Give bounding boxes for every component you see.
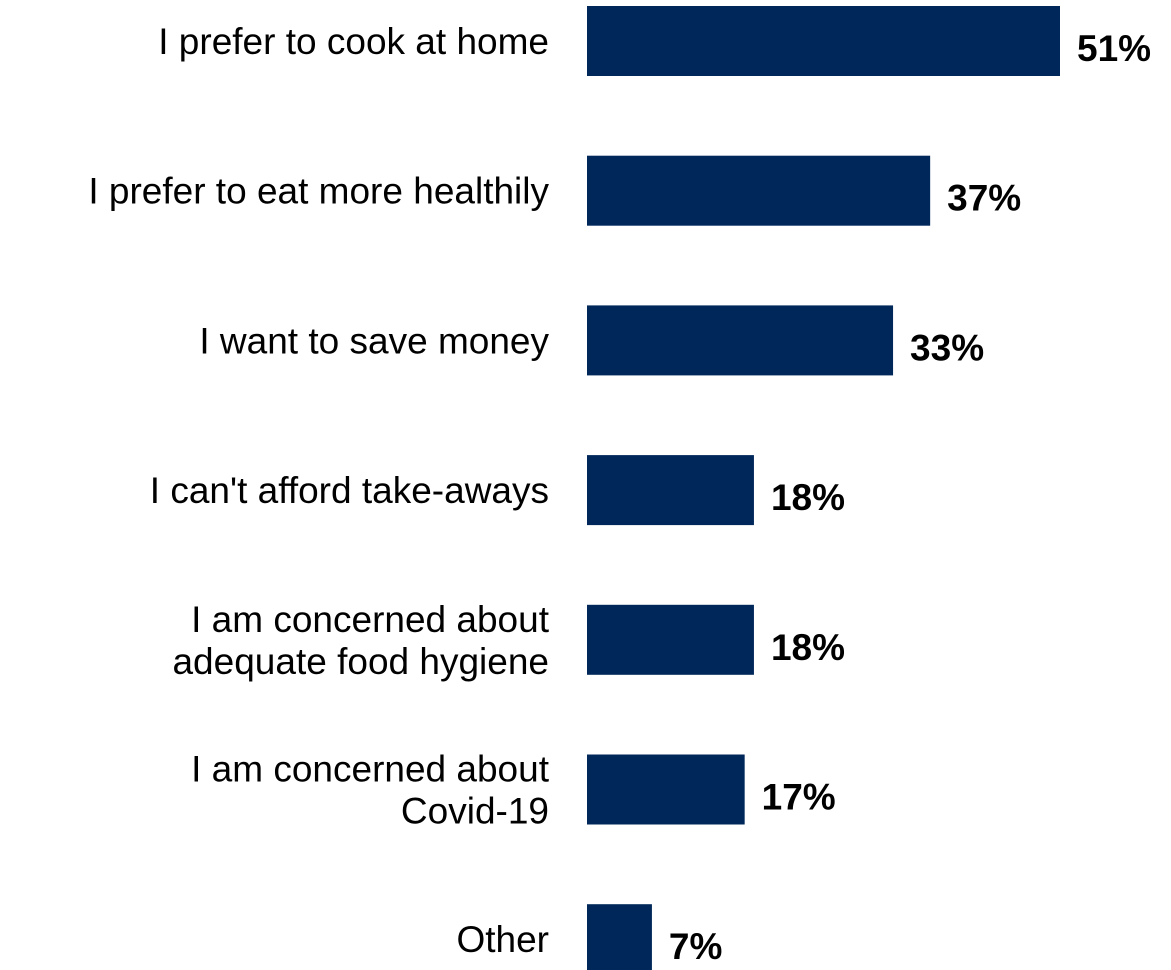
value-label: 37% (947, 178, 1021, 219)
category-label: I prefer to eat more healthily (88, 171, 549, 212)
value-label: 51% (1077, 28, 1151, 69)
bar (587, 604, 754, 675)
value-label: 18% (771, 627, 845, 668)
bar (587, 155, 931, 226)
value-label: 7% (669, 926, 722, 967)
category-label: I prefer to cook at home (158, 21, 549, 62)
bar (587, 904, 652, 970)
value-label: 17% (762, 777, 836, 818)
category-label: I can't afford take-aways (150, 470, 549, 511)
value-label: 18% (771, 477, 845, 518)
category-label: Other (456, 919, 549, 960)
category-label: I want to save money (199, 320, 549, 361)
bars-group (587, 6, 1060, 970)
category-label: Covid-19 (401, 791, 549, 832)
bar (587, 305, 894, 376)
bar (587, 6, 1060, 76)
value-labels-group: 51% 37% 33% 18% 18% 17% 7% (669, 28, 1151, 967)
bar (587, 455, 754, 526)
category-label: adequate food hygiene (172, 641, 549, 682)
category-labels-group: I prefer to cook at home I prefer to eat … (88, 21, 549, 960)
category-label: I am concerned about (191, 599, 550, 640)
bar (587, 754, 745, 825)
value-label: 33% (910, 327, 984, 368)
category-label: I am concerned about (191, 749, 550, 790)
